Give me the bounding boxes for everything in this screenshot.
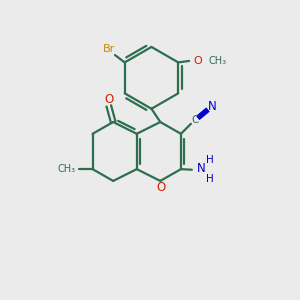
Text: C: C (191, 115, 198, 125)
Text: O: O (156, 181, 166, 194)
Text: CH₃: CH₃ (58, 164, 76, 174)
Text: H: H (206, 174, 213, 184)
Text: N: N (197, 162, 206, 175)
Text: O: O (104, 93, 113, 106)
Text: O: O (193, 56, 202, 66)
Text: CH₃: CH₃ (209, 56, 227, 66)
Text: Br: Br (103, 44, 116, 54)
Text: H: H (206, 155, 213, 165)
Text: N: N (208, 100, 217, 113)
